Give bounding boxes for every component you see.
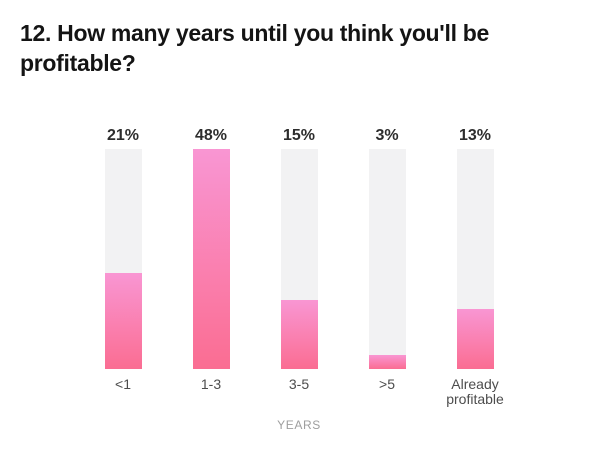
value-label: 21% [106, 127, 140, 144]
bar-fill [280, 300, 318, 369]
bar-track [456, 149, 494, 369]
bar-track [192, 149, 230, 369]
bar-track [104, 149, 142, 369]
bar-column-1-3: 48% 1-3 [167, 127, 255, 407]
chart-title-line-2: profitable? [20, 50, 136, 76]
category-label: <1 [115, 376, 131, 392]
category-label: 3-5 [288, 376, 310, 392]
category-label: >5 [379, 376, 395, 392]
bar-column-gt5: 3% >5 [343, 127, 431, 407]
bar-fill [368, 355, 406, 369]
value-label: 48% [194, 127, 228, 144]
category-label: 1-3 [200, 376, 222, 392]
bar-chart: 21% <1 48% 1-3 15% 3-5 [0, 127, 600, 432]
bar-track [368, 149, 406, 369]
value-label: 13% [458, 127, 492, 144]
bar-column-already-profitable: 13% Already profitable [431, 127, 519, 407]
bar-chart-plot-area: 21% <1 48% 1-3 15% 3-5 [79, 127, 519, 407]
bar-fill [192, 149, 230, 369]
value-label: 15% [282, 127, 316, 144]
chart-title-line-1: 12. How many years until you think you'l… [20, 20, 489, 46]
bar-track [280, 149, 318, 369]
bar-fill [456, 309, 494, 369]
bar-fill [104, 272, 142, 369]
bar-column-lt1: 21% <1 [79, 127, 167, 407]
chart-title: 12. How many years until you think you'l… [0, 0, 600, 78]
category-label: Already profitable [446, 376, 504, 407]
bar-column-3-5: 15% 3-5 [255, 127, 343, 407]
value-label: 3% [375, 127, 399, 144]
x-axis-label: YEARS [277, 418, 321, 432]
